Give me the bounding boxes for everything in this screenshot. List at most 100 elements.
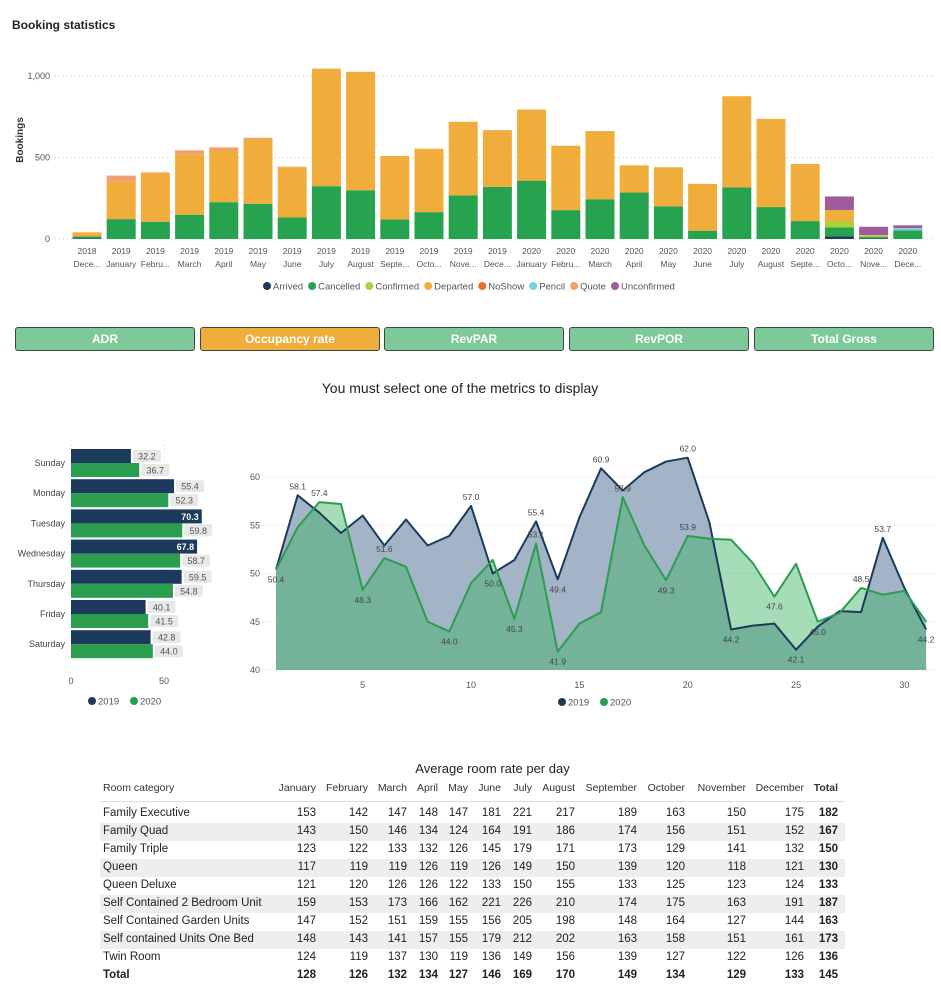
metric-button-occupancy-rate[interactable]: Occupancy rate: [200, 327, 380, 351]
row-stripe: [100, 823, 845, 841]
y-tick-label: 45: [250, 617, 260, 627]
data-label: 47.6: [766, 602, 783, 612]
bar-segment-cancelled: [346, 190, 376, 239]
x-tick-label: Dece...: [484, 259, 511, 269]
bar-segment-departed: [209, 150, 239, 203]
weekday-occupancy-chart: 0 50 Sunday 32.2 36.7 Monday 55.4 52.3 Tuesday 70…: [18, 440, 213, 708]
legend-label: Arrived: [273, 282, 303, 293]
bar-segment-departed: [756, 118, 786, 208]
legend-marker-noshow: [478, 282, 487, 290]
table-cell: 130: [818, 861, 838, 873]
data-label: 44.0: [160, 647, 178, 657]
legend-marker-departed: [424, 282, 433, 290]
x-tick-label: August: [347, 259, 374, 269]
legend-marker-2020: [130, 697, 138, 705]
table-cell: 136: [818, 951, 838, 963]
table-cell: 182: [818, 807, 838, 819]
table-cell: 133: [617, 879, 637, 891]
bar-segment-departed: [72, 232, 102, 237]
x-tick-label: 2020: [830, 246, 849, 256]
bar-segment-unconfirmed: [824, 196, 854, 210]
bar-segment-departed: [380, 156, 410, 220]
bar-2020: [71, 523, 183, 538]
column-header: July: [513, 782, 532, 794]
bar-segment-cancelled: [106, 219, 136, 239]
table-cell: 129: [665, 843, 685, 855]
x-tick-label: 2020: [556, 246, 575, 256]
column-header: April: [416, 782, 438, 794]
table-cell: 122: [348, 843, 368, 855]
metric-button-total-gross[interactable]: Total Gross: [754, 327, 934, 351]
bar-2020: [71, 614, 149, 628]
row-stripe: [100, 931, 845, 949]
bar-segment-arrived: [859, 238, 889, 239]
table-cell: 124: [784, 879, 804, 891]
x-tick-label: 2020: [625, 246, 644, 256]
bar-segment-cancelled: [790, 221, 820, 239]
bar-segment-departed: [448, 121, 478, 196]
data-label: 50.4: [268, 575, 285, 585]
data-label-bg: [150, 615, 179, 627]
table-cell: 153: [348, 897, 368, 909]
table-cell: 126: [418, 879, 438, 891]
table-cell: 156: [555, 951, 575, 963]
x-tick-label: Dece...: [894, 259, 921, 269]
bar-segment-departed: [722, 96, 752, 188]
total-cell: 127: [448, 969, 468, 981]
x-tick-label: 2019: [488, 246, 507, 256]
data-label-bg: [182, 554, 211, 567]
x-tick-label: 2020: [522, 246, 541, 256]
table-cell: 151: [726, 825, 746, 837]
y-tick-label: 0: [45, 234, 50, 244]
table-cell: 122: [448, 879, 468, 891]
table-cell: 179: [512, 843, 532, 855]
data-label: 67.8: [177, 542, 195, 552]
x-tick-label: 10: [466, 680, 476, 690]
bar-segment-departed: [517, 109, 547, 181]
y-tick-label: 40: [250, 665, 260, 675]
metric-button-revpar[interactable]: RevPAR: [384, 327, 564, 351]
table-cell: 164: [665, 915, 685, 927]
header-divider: [100, 801, 845, 802]
table-cell: 143: [348, 933, 368, 945]
column-header: January: [278, 782, 316, 794]
legend-marker-2019: [558, 698, 566, 706]
legend-label: 2019: [98, 697, 119, 708]
table-cell: 126: [418, 861, 438, 873]
row-label: Twin Room: [103, 951, 161, 963]
bar-2020: [71, 644, 153, 659]
table-cell: 171: [555, 843, 575, 855]
metric-button-adr[interactable]: ADR: [15, 327, 195, 351]
x-tick-label: July: [729, 259, 745, 269]
x-tick-label: Octo...: [416, 259, 441, 269]
bar-2019: [71, 600, 146, 614]
bar-segment-departed: [175, 154, 205, 215]
table-cell: 119: [349, 861, 368, 873]
bar-segment-departed: [585, 131, 615, 200]
row-label: Self contained Units One Bed: [103, 933, 254, 945]
table-cell: 132: [418, 843, 438, 855]
data-label-bg: [170, 494, 199, 507]
table-cell: 179: [481, 933, 501, 945]
table-cell: 191: [512, 825, 532, 837]
table-cell: 221: [512, 807, 532, 819]
bar-segment-unconfirmed: [859, 226, 889, 236]
table-cell: 151: [726, 933, 746, 945]
table-cell: 149: [512, 861, 532, 873]
table-cell: 119: [449, 951, 468, 963]
total-cell: 134: [665, 969, 685, 981]
y-tick-label: 60: [250, 472, 260, 482]
data-label: 54.8: [180, 586, 198, 596]
data-label: 52.3: [176, 496, 194, 506]
bar-2020: [71, 583, 173, 598]
bar-segment-departed: [414, 148, 444, 213]
table-cell: 221: [481, 897, 501, 909]
metric-button-revpor[interactable]: RevPOR: [569, 327, 749, 351]
table-cell: 133: [818, 879, 838, 891]
x-tick-label: Nove...: [450, 259, 477, 269]
table-cell: 156: [481, 915, 501, 927]
x-tick-label: March: [178, 259, 202, 269]
total-cell: 149: [617, 969, 637, 981]
category-label: Monday: [33, 488, 66, 498]
column-header: Room category: [103, 782, 175, 794]
